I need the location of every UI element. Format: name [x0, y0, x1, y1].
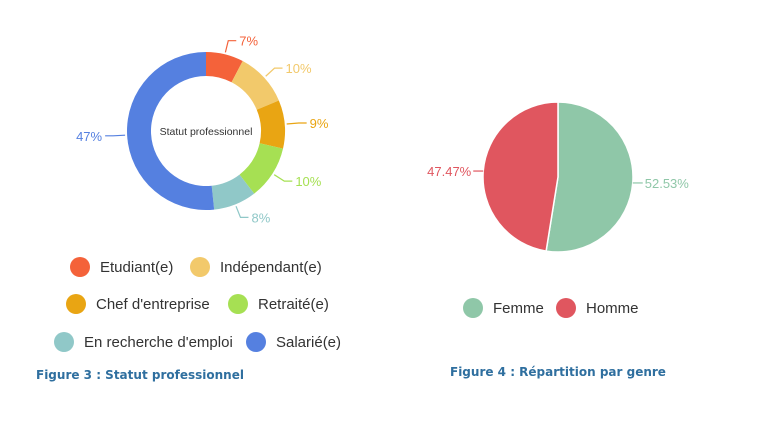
- donut-data-label: 8%: [251, 210, 270, 225]
- donut-slice-independant-e: [231, 61, 279, 110]
- donut-slice-salarie-e: [127, 52, 215, 210]
- legend-swatch: [70, 257, 90, 277]
- donut-label-leader: [265, 67, 283, 77]
- legend-item-homme: Homme: [556, 298, 639, 318]
- legend-label: En recherche d'emploi: [84, 333, 233, 351]
- legend-label: Indépendant(e): [220, 258, 322, 276]
- donut-data-label: 9%: [310, 116, 329, 131]
- legend-label: Salarié(e): [276, 333, 342, 351]
- pie-data-label: 52.53%: [645, 176, 690, 191]
- legend-item-retraite: Retraité(e): [228, 294, 329, 314]
- pie-data-label: 47.47%: [427, 164, 472, 179]
- pie-slice-femme: [545, 101, 634, 253]
- figure-4-caption: Figure 4 : Répartition par genre: [450, 365, 666, 379]
- donut-data-label: 10%: [286, 61, 312, 76]
- donut-label-leader: [235, 206, 249, 218]
- legend-item-independant: Indépendant(e): [190, 257, 322, 277]
- legend-swatch: [228, 294, 248, 314]
- legend-item-etudiant: Etudiant(e): [70, 257, 173, 277]
- legend-label: Femme: [493, 299, 544, 317]
- legend-swatch: [463, 298, 483, 318]
- legend-label: Homme: [586, 299, 639, 317]
- legend-swatch: [54, 332, 74, 352]
- legend-item-recherche: En recherche d'emploi: [54, 332, 233, 352]
- donut-slice-en-recherche-d-emploi: [211, 174, 255, 210]
- legend-item-femme: Femme: [463, 298, 544, 318]
- legend-item-chef: Chef d'entreprise: [66, 294, 210, 314]
- legend-label: Chef d'entreprise: [96, 295, 210, 313]
- donut-label-leader: [286, 122, 307, 125]
- legend-label: Etudiant(e): [100, 258, 174, 276]
- donut-data-label: 47%: [76, 129, 102, 144]
- donut-chart-statut: 7% 10% 9% 10% 8% 47%: [76, 34, 329, 226]
- donut-slice-chef-d-entreprise: [256, 100, 286, 149]
- donut-data-label: 7%: [239, 34, 258, 49]
- donut-slice-retraite-e: [239, 143, 284, 194]
- donut-slice-etudiant-e: [206, 52, 243, 83]
- legend-swatch: [66, 294, 86, 314]
- legend-item-salarie: Salarié(e): [246, 332, 341, 352]
- pie-slice-homme: [482, 101, 559, 252]
- pie-chart-genre: 52.53% 47.47%: [427, 101, 690, 253]
- donut-label-leader: [224, 40, 237, 53]
- legend-label: Retraité(e): [258, 295, 329, 313]
- donut-center-label: Statut professionnel: [160, 126, 253, 138]
- legend-swatch: [556, 298, 576, 318]
- figure-3-caption: Figure 3 : Statut professionnel: [36, 368, 244, 382]
- legend-swatch: [246, 332, 266, 352]
- donut-label-leader: [105, 134, 126, 137]
- donut-label-leader: [273, 174, 293, 182]
- legend-swatch: [190, 257, 210, 277]
- donut-data-label: 10%: [295, 174, 321, 189]
